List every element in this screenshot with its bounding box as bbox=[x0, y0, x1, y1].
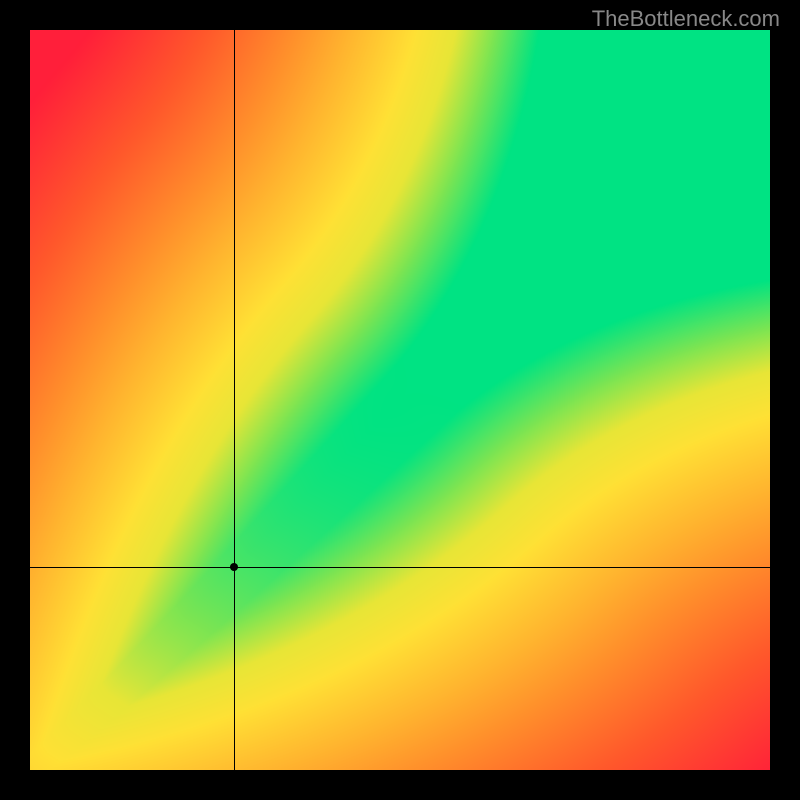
crosshair-horizontal bbox=[30, 567, 770, 568]
watermark-text: TheBottleneck.com bbox=[592, 6, 780, 32]
crosshair-marker-dot bbox=[230, 563, 238, 571]
heatmap-plot bbox=[30, 30, 770, 770]
crosshair-vertical bbox=[234, 30, 235, 770]
heatmap-canvas bbox=[30, 30, 770, 770]
